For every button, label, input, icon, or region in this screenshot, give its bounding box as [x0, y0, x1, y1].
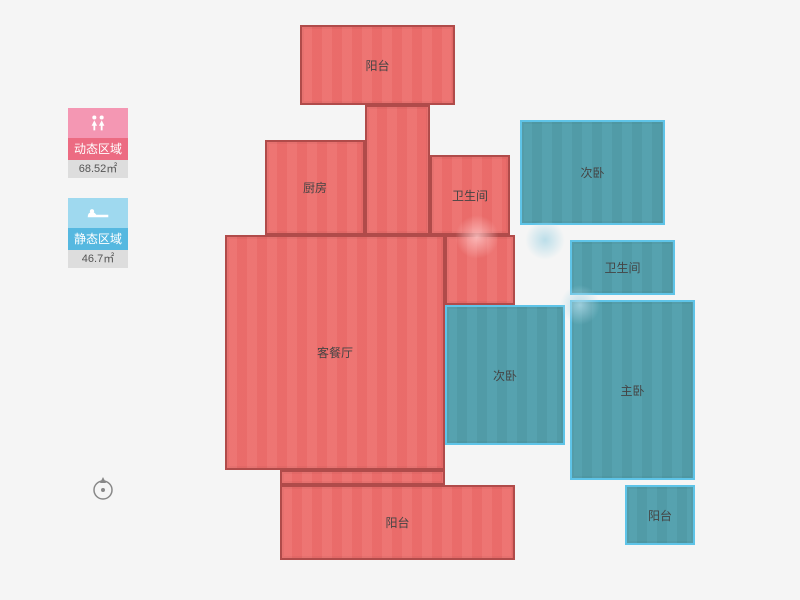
- door-arc: [525, 220, 565, 260]
- room-label: 阳台: [365, 57, 389, 74]
- room-living-notch: [280, 470, 445, 485]
- legend-panel: 动态区域 68.52㎡ 静态区域 46.7㎡: [68, 108, 128, 288]
- room-label: 主卧: [620, 382, 644, 399]
- room-kitchen: 厨房: [265, 140, 365, 235]
- room-label: 厨房: [303, 179, 327, 196]
- sleep-icon: [86, 204, 110, 222]
- compass-icon: [90, 475, 116, 501]
- room-corridor-mid: [365, 105, 430, 235]
- room-master: 主卧: [570, 300, 695, 480]
- room-living: 客餐厅: [225, 235, 445, 470]
- legend-dynamic-icon: [68, 108, 128, 138]
- people-icon: [87, 112, 109, 134]
- room-bedroom2a: 次卧: [520, 120, 665, 225]
- room-balcony-br: 阳台: [625, 485, 695, 545]
- legend-static-label: 静态区域: [68, 228, 128, 250]
- room-label: 客餐厅: [317, 344, 353, 361]
- legend-dynamic: 动态区域 68.52㎡: [68, 108, 128, 178]
- room-bedroom2b: 次卧: [445, 305, 565, 445]
- room-label: 卫生间: [452, 187, 488, 204]
- legend-static-icon: [68, 198, 128, 228]
- legend-static: 静态区域 46.7㎡: [68, 198, 128, 268]
- door-arc: [560, 285, 600, 325]
- room-label: 阳台: [385, 514, 409, 531]
- legend-dynamic-value: 68.52㎡: [68, 160, 128, 178]
- legend-dynamic-label: 动态区域: [68, 138, 128, 160]
- door-arc: [455, 215, 499, 259]
- room-balcony-top: 阳台: [300, 25, 455, 105]
- room-label: 卫生间: [604, 259, 640, 276]
- room-label: 阳台: [648, 507, 672, 524]
- room-label: 次卧: [493, 367, 517, 384]
- legend-static-value: 46.7㎡: [68, 250, 128, 268]
- room-balcony-bl: 阳台: [280, 485, 515, 560]
- room-label: 次卧: [580, 164, 604, 181]
- floorplan: 阳台阳台主卧卫生间次卧客餐厅次卧卫生间厨房阳台: [225, 25, 725, 580]
